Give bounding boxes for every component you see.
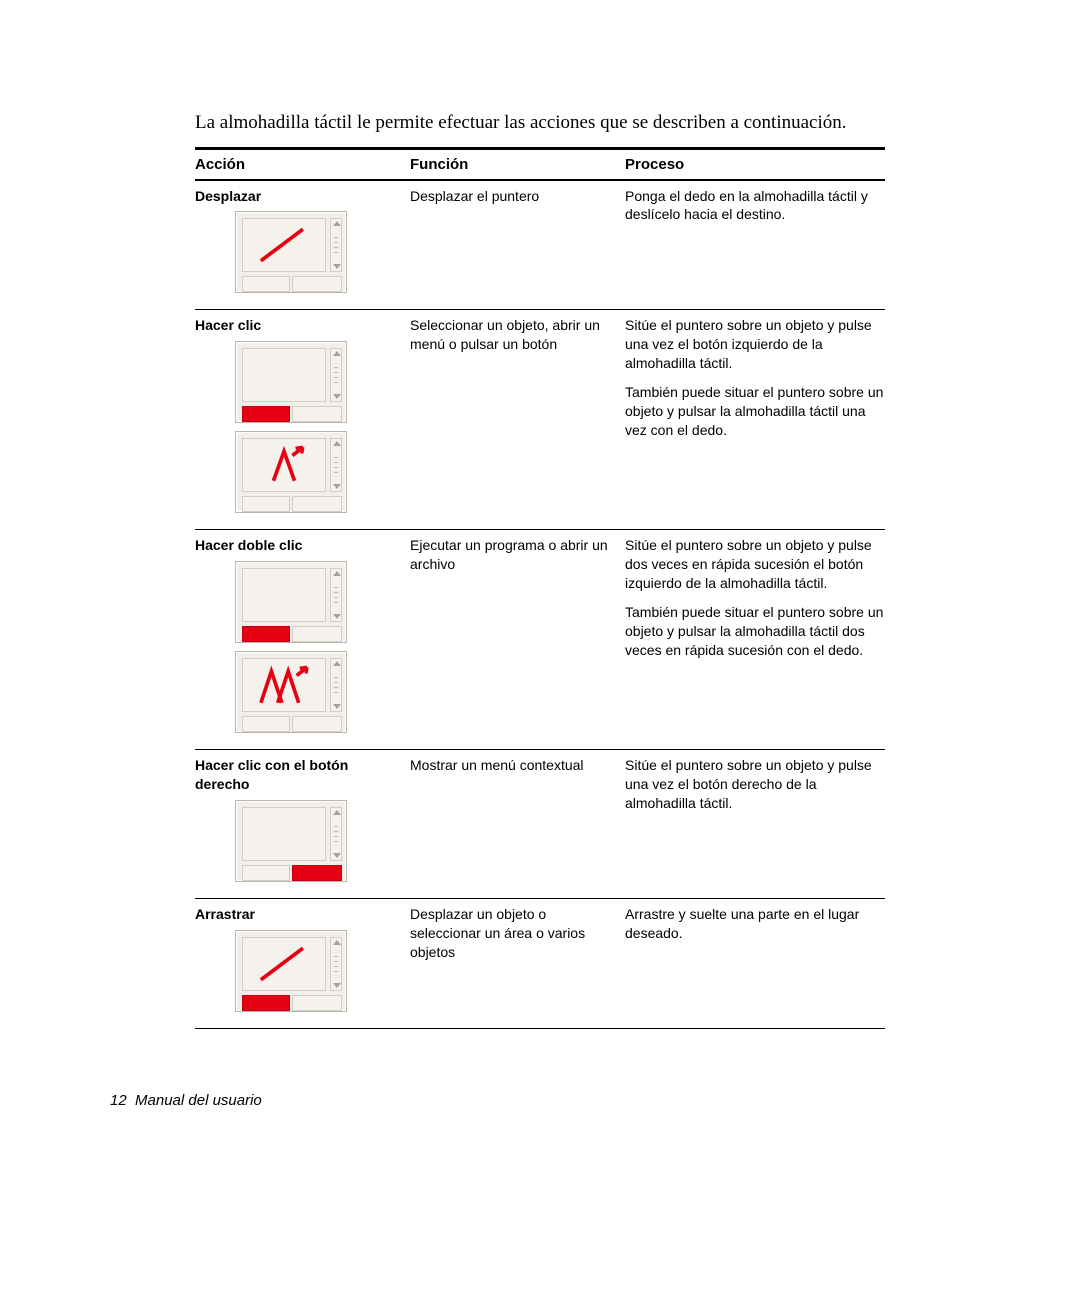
header-accion: Acción — [195, 156, 410, 173]
proceso-text: Ponga el dedo en la almohadilla táctil y… — [625, 187, 885, 225]
funcion-text: Desplazar un objeto o seleccionar un áre… — [410, 905, 625, 962]
accion-label: Hacer clic — [195, 316, 400, 335]
proceso-cell: Ponga el dedo en la almohadilla táctil y… — [625, 187, 885, 225]
accion-label: Desplazar — [195, 187, 400, 206]
accion-label: Arrastrar — [195, 905, 400, 924]
proceso-text: Sitúe el puntero sobre un objeto y pulse… — [625, 536, 885, 593]
touchpad-diagram — [235, 930, 347, 1012]
accion-label: Hacer doble clic — [195, 536, 400, 555]
table-row: Arrastrar Desplazar un objeto o seleccion… — [195, 899, 885, 1029]
proceso-text: Sitúe el puntero sobre un objeto y pulse… — [625, 756, 885, 813]
touchpad-diagram — [235, 651, 347, 733]
touchpad-diagram — [235, 341, 347, 423]
header-funcion: Función — [410, 156, 625, 173]
intro-text: La almohadilla táctil le permite efectua… — [195, 110, 885, 137]
table-body: Desplazar Desplazar el punteroPonga el de… — [195, 181, 885, 1029]
proceso-cell: Arrastre y suelte una parte en el lugar … — [625, 905, 885, 943]
funcion-text: Seleccionar un objeto, abrir un menú o p… — [410, 316, 625, 354]
proceso-cell: Sitúe el puntero sobre un objeto y pulse… — [625, 536, 885, 659]
page-number: 12 — [110, 1092, 127, 1109]
touchpad-diagram — [235, 800, 347, 882]
footer-label: Manual del usuario — [135, 1092, 262, 1109]
header-proceso: Proceso — [625, 156, 885, 173]
funcion-text: Mostrar un menú contextual — [410, 756, 625, 775]
proceso-text: Arrastre y suelte una parte en el lugar … — [625, 905, 885, 943]
table-header-row: Acción Función Proceso — [195, 150, 885, 181]
proceso-text: Sitúe el puntero sobre un objeto y pulse… — [625, 316, 885, 373]
table-row: Hacer clic Seleccionar un objeto, abrir u… — [195, 310, 885, 530]
touchpad-diagram — [235, 431, 347, 513]
proceso-cell: Sitúe el puntero sobre un objeto y pulse… — [625, 756, 885, 813]
touchpad-diagram — [235, 561, 347, 643]
proceso-text: También puede situar el puntero sobre un… — [625, 603, 885, 660]
proceso-cell: Sitúe el puntero sobre un objeto y pulse… — [625, 316, 885, 439]
accion-label: Hacer clic con el botón derecho — [195, 756, 400, 794]
funcion-text: Ejecutar un programa o abrir un archivo — [410, 536, 625, 574]
page-footer: 12 Manual del usuario — [110, 1092, 262, 1109]
proceso-text: También puede situar el puntero sobre un… — [625, 383, 885, 440]
table-row: Hacer clic con el botón derecho Mostrar u… — [195, 750, 885, 899]
funcion-text: Desplazar el puntero — [410, 187, 625, 206]
table-row: Hacer doble clic Ejecutar un programa o a… — [195, 530, 885, 750]
table-row: Desplazar Desplazar el punteroPonga el de… — [195, 181, 885, 311]
actions-table: Acción Función Proceso DesplazarDesplaza… — [195, 147, 885, 1029]
touchpad-diagram — [235, 211, 347, 293]
